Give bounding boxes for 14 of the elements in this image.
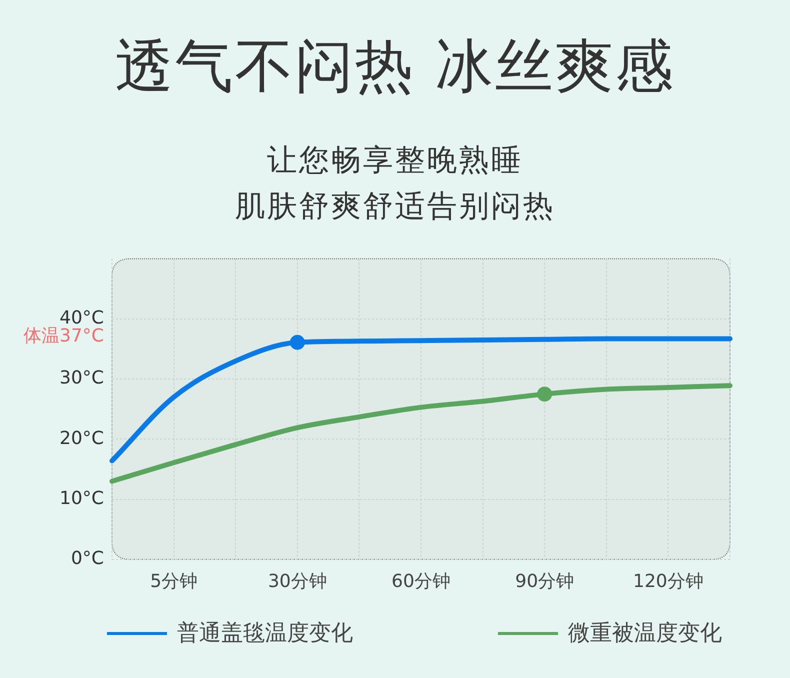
chart-title: 透气不闷热 冰丝爽感 — [114, 31, 676, 102]
legend-label: 微重被温度变化 — [568, 620, 722, 648]
y-tick-label: 20°C — [60, 428, 104, 449]
y-tick-label: 10°C — [60, 488, 104, 509]
text: 肌肤舒爽舒适告别闷热 — [234, 188, 556, 226]
x-tick-label: 5分钟 — [150, 570, 198, 592]
chart-subtitle: 让您畅享整晚熟睡 — [266, 142, 524, 180]
x-tick-label: 120分钟 — [633, 570, 704, 592]
x-tick-label: 30分钟 — [268, 570, 327, 592]
x-tick-label: 90分钟 — [515, 570, 574, 592]
y-tick-label: 0°C — [70, 548, 104, 570]
y-tick-label: 30°C — [60, 368, 104, 389]
x-tick-label: 60分钟 — [392, 570, 450, 592]
legend-label: 普通盖毯温度变化 — [177, 620, 353, 648]
